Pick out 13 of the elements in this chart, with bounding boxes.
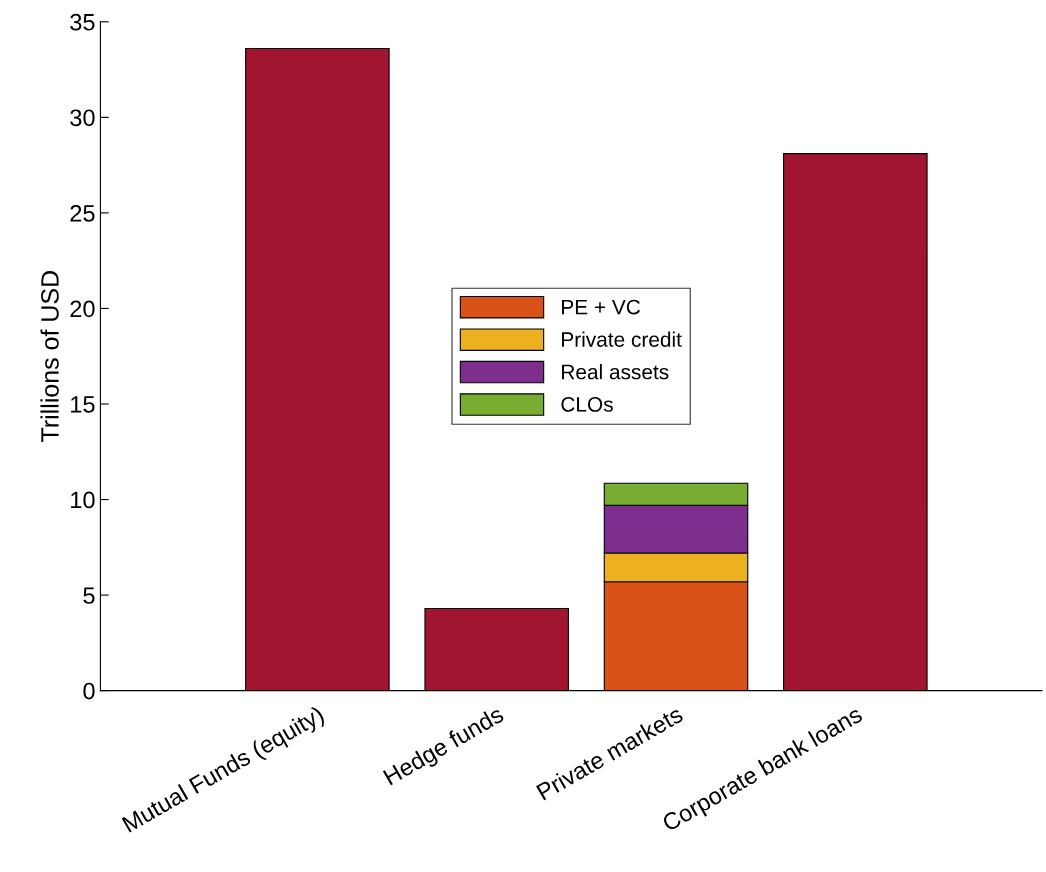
legend-label: Private credit xyxy=(562,331,682,347)
y-tick-label: 25 xyxy=(70,204,95,222)
y-tick-label: 20 xyxy=(70,300,95,318)
legend-label: CLOs xyxy=(561,397,613,412)
legend-label: PE + VC xyxy=(562,299,641,315)
y-tick-label: 5 xyxy=(83,587,95,604)
y-tick-label: 0 xyxy=(83,682,95,700)
y-tick-label: 10 xyxy=(71,491,95,509)
y-tick-label: 15 xyxy=(71,396,95,413)
legend-label: Real assets xyxy=(562,364,669,380)
y-tick-label: 30 xyxy=(70,109,95,127)
y-tick-label: 35 xyxy=(70,13,95,31)
y-axis-title: Trillions of USD xyxy=(40,271,59,442)
